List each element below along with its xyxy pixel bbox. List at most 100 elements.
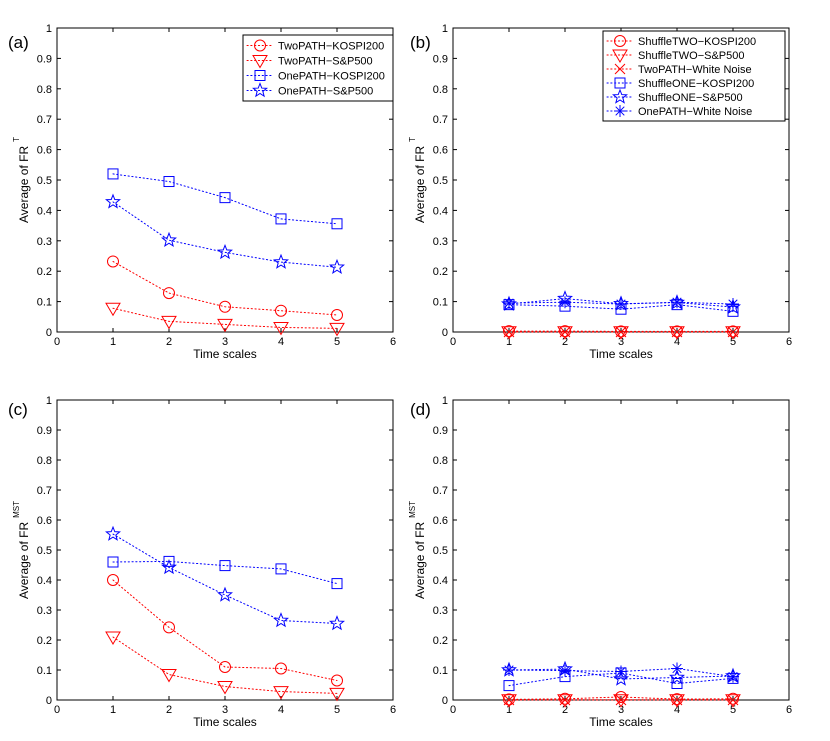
panel-label: (a): [8, 33, 29, 52]
x-tick-label: 6: [390, 336, 396, 348]
series-line: [508, 301, 734, 305]
data-point-triangle-down: [105, 631, 121, 645]
x-tick-label: 1: [110, 336, 116, 348]
series-line: [508, 668, 734, 680]
data-point-circle: [275, 662, 287, 675]
series-triangle-down: [105, 302, 345, 337]
y-tick-label: 0.6: [37, 515, 52, 527]
y-tick-label: 0.1: [37, 297, 52, 309]
chart-panel-2: 0 1 2 3 4 5 6 0 0.1 0.2 0.3 0.4 0.5 0.6 0.7 0.8 0.9 1 Time…: [408, 23, 792, 361]
data-point-star: [105, 193, 121, 209]
data-point-square: [219, 560, 231, 572]
data-point-star: [273, 612, 289, 628]
data-point-asterisk: [559, 664, 571, 677]
data-point-triangle-down: [725, 326, 741, 340]
data-point-square: [275, 563, 287, 575]
data-point-circle: [219, 300, 231, 313]
data-point-asterisk: [503, 664, 515, 676]
y-tick-label: 0.7: [433, 485, 448, 497]
data-point-asterisk: [671, 296, 683, 309]
data-point-x: [559, 694, 571, 706]
data-point-triangle-down: [725, 694, 741, 708]
data-point-circle: [275, 304, 287, 317]
y-tick-label: 1: [442, 23, 448, 35]
data-point-x: [671, 694, 683, 706]
data-point-triangle-down: [557, 326, 573, 340]
data-point-triangle-down: [329, 687, 345, 702]
series-asterisk: [503, 296, 739, 311]
legend-marker-star: [252, 82, 268, 98]
data-point-triangle-down: [217, 681, 233, 695]
y-tick-label: 0.2: [37, 266, 52, 278]
legend-marker-square: [254, 70, 266, 81]
chart-panel-1: 0 1 2 3 4 5 6 0 0.1 0.2 0.3 0.4 0.5 0.6 0.7 0.8 0.9 1 Time…: [8, 23, 396, 361]
data-point-x: [671, 326, 683, 338]
y-tick-label: 0.1: [37, 665, 52, 677]
data-point-x: [615, 326, 627, 338]
x-tick-label: 6: [786, 336, 792, 348]
y-axis-label: Average of FR T: [12, 137, 31, 223]
series-line: [112, 533, 338, 624]
y-tick-label: 0.4: [433, 575, 448, 587]
x-tick-label: 1: [506, 704, 512, 716]
y-tick-label: 0.2: [433, 266, 448, 278]
x-tick-label: 0: [54, 704, 60, 716]
y-tick-label: 0.3: [37, 236, 52, 248]
y-tick-label: 1: [442, 395, 448, 407]
data-point-square: [219, 192, 231, 204]
data-point-square: [163, 555, 175, 567]
series-line: [112, 260, 338, 316]
data-point-triangle-down: [501, 326, 517, 340]
legend-marker-asterisk: [614, 105, 626, 117]
y-axis-label-sup: T: [408, 137, 417, 142]
x-axis-label: Time scales: [589, 347, 653, 361]
y-tick-label: 0.7: [37, 114, 52, 126]
data-point-square: [107, 168, 119, 180]
data-point-x: [503, 694, 515, 706]
legend-marker-star: [612, 88, 628, 104]
y-tick-label: 0.3: [433, 236, 448, 248]
y-tick-label: 0.8: [37, 455, 52, 467]
data-point-x: [727, 694, 739, 706]
legend-marker-circle: [254, 39, 266, 52]
y-tick-label: 0: [46, 327, 52, 339]
data-point-square: [331, 218, 343, 230]
panel-label: (b): [410, 33, 431, 52]
data-point-circle: [727, 325, 739, 338]
x-tick-label: 2: [562, 336, 568, 348]
y-tick-label: 1: [46, 395, 52, 407]
x-tick-label: 2: [166, 704, 172, 716]
data-point-triangle-down: [613, 694, 629, 708]
x-tick-label: 5: [730, 704, 736, 716]
y-tick-label: 0.9: [37, 53, 52, 65]
series-line: [508, 304, 734, 312]
data-point-triangle-down: [273, 321, 289, 336]
x-tick-label: 5: [334, 704, 340, 716]
data-point-triangle-down: [613, 326, 629, 340]
chart-panel-3: 0 1 2 3 4 5 6 0 0.1 0.2 0.3 0.4 0.5 0.6 0.7 0.8 0.9 1 Time…: [8, 395, 396, 729]
y-tick-label: 0.6: [37, 145, 52, 157]
data-point-star: [161, 559, 177, 575]
data-point-star: [161, 231, 177, 247]
data-point-x: [503, 326, 515, 338]
y-axis-label: Average of FR MST: [408, 501, 427, 599]
data-point-triangle-down: [161, 669, 177, 683]
series-line: [112, 173, 338, 225]
data-point-triangle-down: [217, 318, 233, 333]
data-point-star: [105, 525, 121, 541]
data-point-circle: [331, 308, 343, 321]
x-tick-label: 0: [450, 704, 456, 716]
series-x: [503, 326, 739, 338]
y-tick-label: 0.4: [37, 205, 52, 217]
data-point-triangle-down: [557, 694, 573, 708]
x-tick-label: 5: [334, 336, 340, 348]
y-tick-label: 1: [46, 23, 52, 35]
data-point-square: [331, 578, 343, 590]
y-axis-label: Average of FR T: [408, 137, 427, 223]
data-point-asterisk: [559, 296, 571, 309]
legend-entry: ShuffleONE−KOSPI200: [638, 78, 754, 90]
x-tick-label: 6: [786, 704, 792, 716]
series-line: [112, 201, 338, 268]
series-line: [508, 672, 734, 687]
x-tick-label: 4: [278, 704, 284, 716]
